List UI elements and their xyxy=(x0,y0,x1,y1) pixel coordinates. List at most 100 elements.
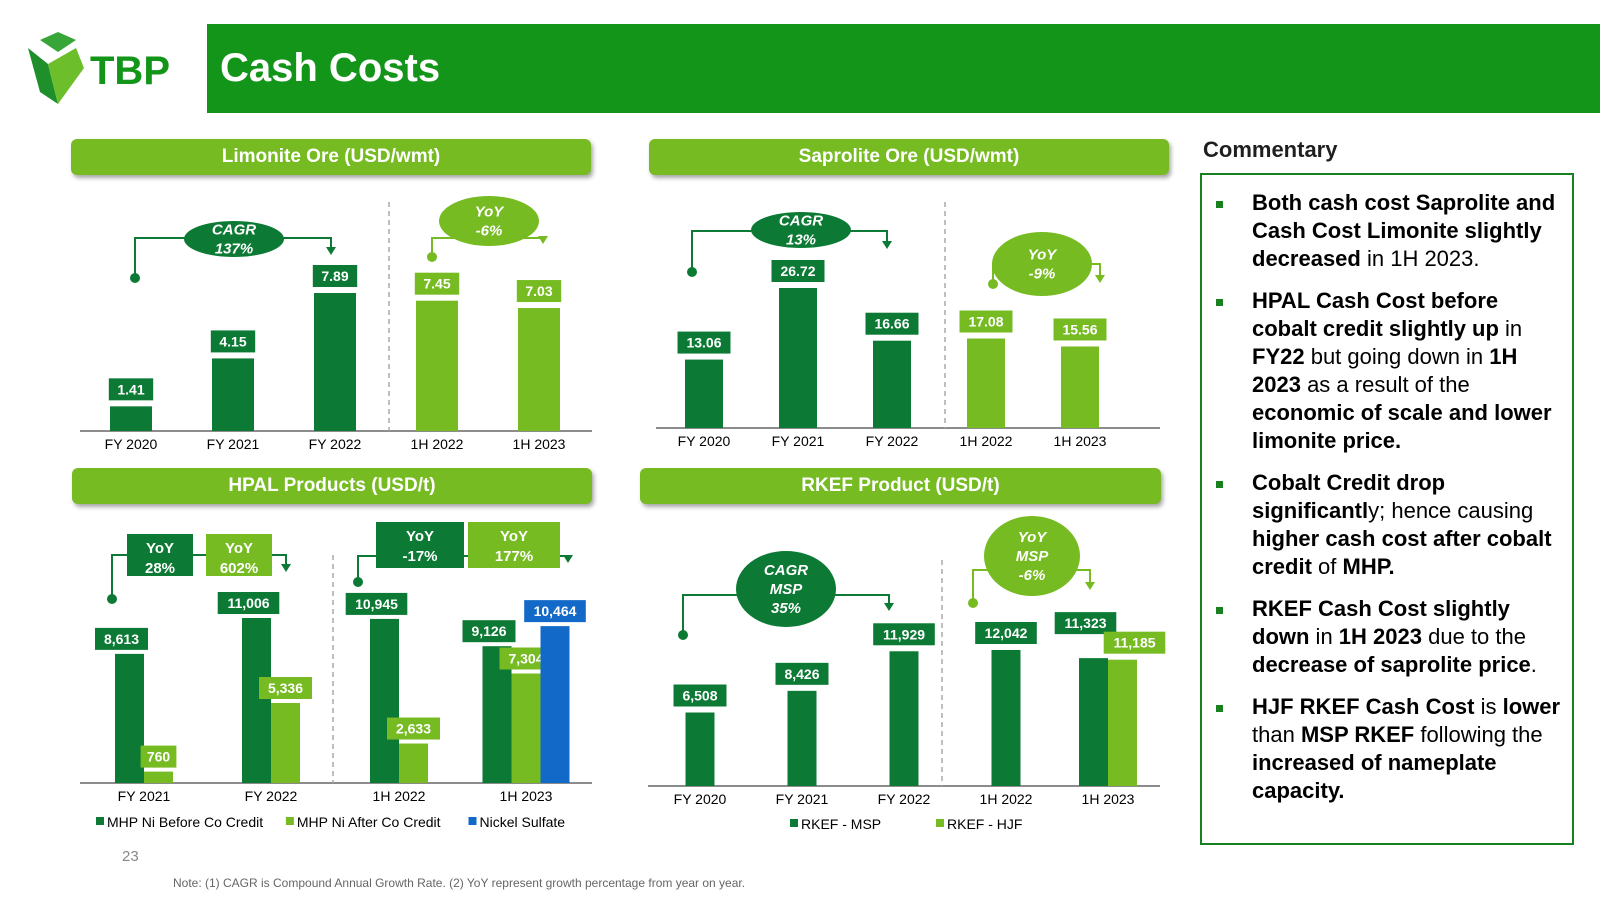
rkef-title: RKEF Product (USD/t) xyxy=(640,468,1161,504)
arrow-head xyxy=(884,603,894,611)
data-label-limonite: 7.45 xyxy=(423,276,450,292)
tbp-logo: TBP xyxy=(28,32,170,104)
yoy-note-hpal-1-text: YoY xyxy=(146,540,174,557)
x-tick-label: FY 2020 xyxy=(674,791,727,807)
commentary-text: lower xyxy=(1502,694,1561,719)
data-label-hpal-box xyxy=(387,717,440,740)
data-label-limonite: 1.41 xyxy=(117,381,144,397)
legend-swatch xyxy=(96,817,104,825)
commentary-box: Both cash cost Saprolite and Cash Cost L… xyxy=(1200,173,1574,845)
data-label-saprolite-box xyxy=(677,331,731,354)
bar-saprolite xyxy=(685,359,723,428)
data-label-rkef-box xyxy=(775,662,829,685)
yoy-note-rkef-text: -6% xyxy=(1019,567,1046,584)
yoy-note-hpal-3-text: YoY xyxy=(406,528,434,545)
commentary-text: in xyxy=(1309,624,1339,649)
cagr-note-rkef-text: MSP xyxy=(770,581,804,598)
yoy-bracket-saprolite-dot xyxy=(988,279,998,289)
cagr-bracket-rkef-dot xyxy=(678,630,688,640)
bar-rkef xyxy=(685,712,715,786)
commentary-text: increased of nameplate capacity. xyxy=(1252,750,1497,803)
data-label-hpal-box xyxy=(462,620,516,643)
yoy-note-limonite-text: YoY xyxy=(475,204,506,221)
commentary-text: following the xyxy=(1414,722,1543,747)
x-tick-label: 1H 2022 xyxy=(980,791,1033,807)
legend-label: MHP Ni Before Co Credit xyxy=(107,814,263,830)
commentary-text: 1H 2023 xyxy=(1338,624,1422,649)
cagr-bracket-limonite-dot xyxy=(130,273,140,283)
data-label-hpal: 5,336 xyxy=(268,680,303,696)
commentary-text: is xyxy=(1474,694,1503,719)
bar-saprolite xyxy=(873,340,911,428)
data-label-hpal: 7,304 xyxy=(508,650,543,666)
cash-cost-charts: 1.41 FY 2020 4.15 FY 2021 7.89 FY 2022 7.45 1H … xyxy=(80,196,1166,832)
yoy-note-hpal-4-box xyxy=(468,522,560,568)
commentary-text: Both cash cost Saprolite and Cash Cost L… xyxy=(1252,190,1556,271)
data-label-saprolite-box xyxy=(771,260,825,282)
yoy-note-hpal-1-box xyxy=(127,534,193,576)
x-tick-label: FY 2021 xyxy=(118,788,171,804)
data-label-saprolite: 15.56 xyxy=(1062,321,1097,337)
bar-rkef xyxy=(1079,658,1108,786)
yoy-note-rkef-bubble xyxy=(984,516,1080,596)
data-label-limonite-box xyxy=(210,330,256,353)
data-label-saprolite: 13.06 xyxy=(686,335,721,351)
data-label-hpal: 9,126 xyxy=(471,623,506,639)
cagr-note-rkef-bubble xyxy=(736,551,836,627)
arrow-head xyxy=(882,241,892,249)
x-tick-label: FY 2022 xyxy=(878,791,931,807)
arrow-head xyxy=(563,555,573,563)
x-tick-label: 1H 2023 xyxy=(1082,791,1135,807)
yoy-note-hpal-4-text: 177% xyxy=(495,548,533,565)
commentary-item: RKEF Cash Cost slightly down in 1H 2023 … xyxy=(1214,595,1564,679)
data-label-hpal-box xyxy=(140,745,177,768)
data-label-rkef: 12,042 xyxy=(985,625,1028,641)
commentary-text: decrease of saprolite price xyxy=(1252,652,1531,677)
yoy-bracket-limonite-dot xyxy=(427,252,437,262)
data-label-hpal: 11,006 xyxy=(227,595,269,611)
yoy-note-saprolite-bubble xyxy=(992,232,1092,296)
bar-hpal xyxy=(242,618,271,783)
data-label-hpal-box xyxy=(345,592,408,615)
commentary-item: Cobalt Credit drop significantly; hence … xyxy=(1214,469,1564,581)
data-label-hpal-box xyxy=(259,677,312,700)
bar-hpal xyxy=(115,653,144,783)
commentary-text: HPAL Cash Cost before cobalt credit slig… xyxy=(1252,288,1499,341)
x-tick-label: FY 2022 xyxy=(245,788,298,804)
cagr-note-rkef-text: 35% xyxy=(771,600,801,617)
arrow-head xyxy=(281,564,291,572)
yoy-note-rkef-text: YoY xyxy=(1018,529,1049,546)
legend-swatch xyxy=(468,817,477,825)
cagr-note-saprolite-text: CAGR xyxy=(779,213,823,230)
commentary-text: MSP RKEF xyxy=(1300,722,1415,747)
x-tick-label: FY 2022 xyxy=(309,436,362,452)
commentary-text: FY22 xyxy=(1252,344,1305,369)
hpal-title: HPAL Products (USD/t) xyxy=(72,468,592,504)
commentary-text: Cobalt Credit drop significantl xyxy=(1252,470,1446,523)
commentary-text: than xyxy=(1252,722,1301,747)
footnote: Note: (1) CAGR is Compound Annual Growth… xyxy=(173,876,746,890)
data-label-limonite: 7.03 xyxy=(525,283,552,299)
data-label-saprolite-box xyxy=(1053,318,1107,341)
x-tick-label: 1H 2022 xyxy=(373,788,426,804)
data-label-rkef: 11,323 xyxy=(1064,615,1106,631)
cagr-note-saprolite-text: 13% xyxy=(786,232,816,249)
data-label-limonite-box xyxy=(516,280,562,303)
commentary-item: HPAL Cash Cost before cobalt credit slig… xyxy=(1214,287,1564,455)
cagr-note-limonite-bubble xyxy=(184,221,284,257)
data-label-saprolite: 16.66 xyxy=(874,316,909,332)
data-label-saprolite: 26.72 xyxy=(780,263,815,279)
yoy-note-limonite-text: -6% xyxy=(476,223,503,240)
data-label-hpal: 760 xyxy=(147,749,171,765)
commentary-item: HJF RKEF Cash Cost is lower than MSP RKE… xyxy=(1214,693,1564,805)
x-tick-label: FY 2022 xyxy=(866,433,919,449)
data-label-rkef-box xyxy=(673,684,727,707)
data-label-rkef: 11,929 xyxy=(883,626,925,642)
bar-limonite xyxy=(314,293,356,431)
arrow-head xyxy=(326,247,336,255)
x-tick-label: 1H 2022 xyxy=(411,436,464,452)
saprolite-title: Saprolite Ore (USD/wmt) xyxy=(649,139,1169,175)
commentary-text: MHP. xyxy=(1342,554,1395,579)
yoy-bracket-rkef-dot xyxy=(968,598,978,608)
commentary-text: RKEF Cash Cost slightly down xyxy=(1252,596,1510,649)
